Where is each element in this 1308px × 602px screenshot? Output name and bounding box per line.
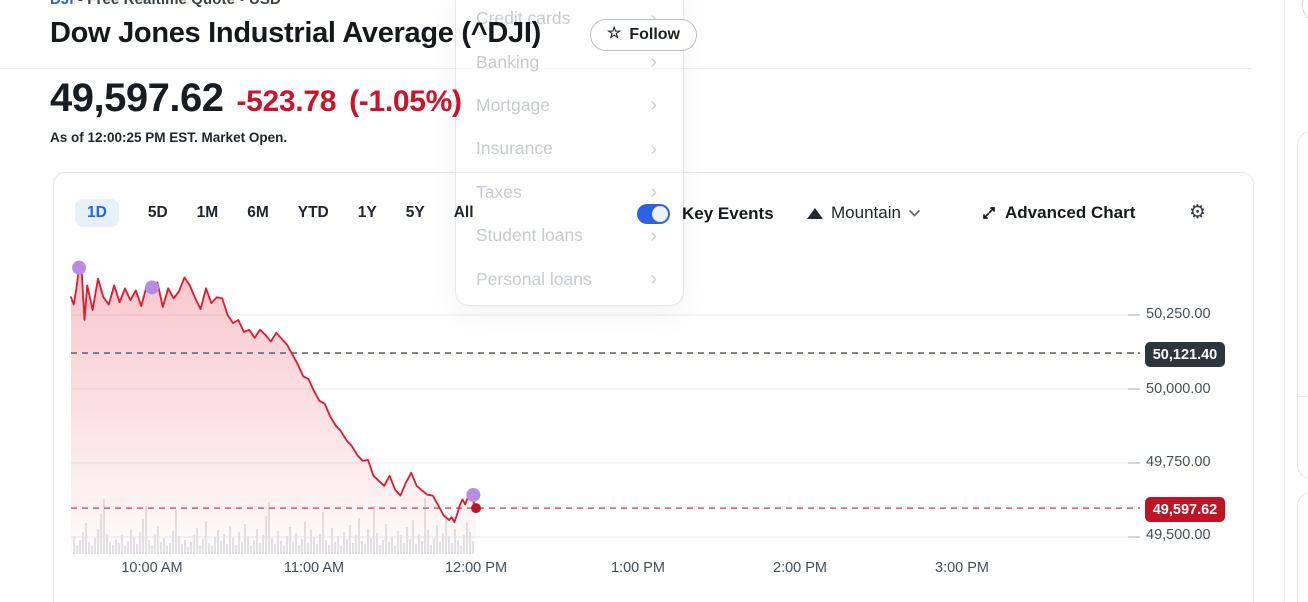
x-axis-tick: 10:00 AM <box>121 560 183 576</box>
symbol-meta-line: DJI - Free Realtime Quote • USD <box>50 0 281 8</box>
key-events-label: Key Events <box>682 204 774 223</box>
expand-icon <box>983 207 995 219</box>
quote-price: 49,597.62 <box>50 76 224 120</box>
symbol-meta-rest: - Free Realtime Quote • USD <box>74 0 281 8</box>
range-button-ytd[interactable]: YTD <box>298 199 329 227</box>
mountain-icon <box>807 207 823 219</box>
x-axis-tick: 11:00 AM <box>283 560 345 576</box>
quote-timestamp: As of 12:00:25 PM EST. Market Open. <box>50 130 288 145</box>
chevron-down-icon <box>909 209 920 217</box>
range-button-1y[interactable]: 1Y <box>358 199 377 227</box>
toggle-knob <box>652 206 668 222</box>
y-axis-tick: 49,500.00 <box>1146 527 1211 543</box>
range-button-6m[interactable]: 6M <box>247 199 269 227</box>
quote-change: -523.78 <box>236 85 337 118</box>
range-button-all[interactable]: All <box>454 199 474 227</box>
key-events-toggle[interactable] <box>637 204 670 224</box>
range-button-1m[interactable]: 1M <box>197 199 219 227</box>
star-icon: ☆ <box>607 25 622 42</box>
settings-gear-icon[interactable]: ⚙ <box>1189 202 1207 223</box>
y-axis-tick: 49,750.00 <box>1146 454 1211 470</box>
symbol-text: DJI <box>50 0 74 8</box>
follow-button[interactable]: ☆ Follow <box>590 19 697 51</box>
previous-close-badge: 50,121.40 <box>1145 342 1225 367</box>
follow-label: Follow <box>629 26 680 43</box>
chart-type-dropdown[interactable]: Mountain <box>807 203 920 223</box>
quote-change-percent: (-1.05%) <box>349 85 462 118</box>
advanced-chart-button[interactable]: Advanced Chart <box>981 203 1135 223</box>
page-title: Dow Jones Industrial Average (^DJI) <box>50 17 541 49</box>
range-button-5d[interactable]: 5D <box>148 199 168 227</box>
range-selector: 1D 5D 1M 6M YTD 1Y 5Y All <box>75 199 474 227</box>
range-button-1d[interactable]: 1D <box>75 199 119 227</box>
x-axis-tick: 12:00 PM <box>444 560 508 576</box>
last-price-badge: 49,597.62 <box>1145 497 1225 522</box>
y-axis-tick: 50,000.00 <box>1146 381 1211 397</box>
y-axis-tick: 50,250.00 <box>1146 306 1211 322</box>
range-button-5y[interactable]: 5Y <box>406 199 425 227</box>
advanced-chart-label: Advanced Chart <box>1005 203 1136 222</box>
x-axis-tick: 3:00 PM <box>935 560 989 576</box>
x-axis-tick: 1:00 PM <box>611 560 665 576</box>
chart-type-label: Mountain <box>831 203 901 222</box>
page-right-divider <box>1284 0 1285 602</box>
quote-row: 49,597.62 -523.78 (-1.05%) <box>50 76 462 121</box>
x-axis-tick: 2:00 PM <box>773 560 827 576</box>
